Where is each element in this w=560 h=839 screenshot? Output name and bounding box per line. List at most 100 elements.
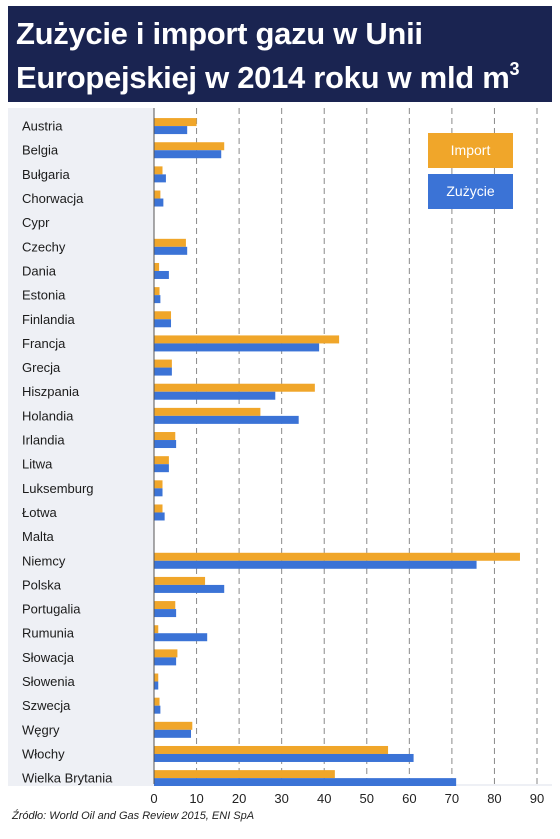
category-label: Wielka Brytania	[22, 771, 113, 786]
category-label: Hiszpania	[22, 384, 80, 399]
bar-import	[154, 407, 261, 416]
bar-import	[154, 311, 172, 320]
category-label: Włochy	[22, 746, 65, 761]
category-label: Grecja	[22, 360, 61, 375]
category-label: Francja	[22, 336, 66, 351]
bar-usage	[154, 753, 414, 762]
bar-import	[154, 118, 197, 127]
category-label: Rumunia	[22, 626, 75, 641]
category-label: Szwecja	[22, 698, 71, 713]
x-tick-label: 50	[359, 791, 374, 806]
category-label: Finlandia	[22, 312, 76, 327]
source-note: Źródło: World Oil and Gas Review 2015, E…	[12, 810, 255, 822]
title-unit-superscript: 3	[509, 58, 520, 79]
category-label: Portugalia	[22, 602, 81, 617]
bar-usage	[154, 512, 165, 521]
bar-import	[154, 649, 178, 658]
category-label: Niemcy	[22, 553, 66, 568]
bar-usage	[154, 657, 177, 666]
bar-usage	[154, 246, 188, 255]
bar-usage	[154, 609, 177, 618]
bar-usage	[154, 778, 457, 786]
bar-usage	[154, 488, 163, 497]
chart-panel: Austria Belgia Bułgaria Chorwacja Cypr Czechy…	[8, 108, 552, 786]
x-tick-label: 10	[189, 791, 204, 806]
legend-usage: Zużycie	[428, 174, 513, 209]
bar-import	[154, 480, 163, 489]
x-tick-label: 0	[150, 791, 158, 806]
x-tick-label: 70	[444, 791, 460, 806]
category-label: Estonia	[22, 288, 66, 303]
bar-import	[154, 335, 340, 344]
bar-import	[154, 142, 225, 151]
bar-import	[154, 745, 389, 754]
category-label: Polska	[22, 577, 62, 592]
bar-import	[154, 190, 161, 199]
title-banner: Zużycie i import gazu w Unii Europejskie…	[8, 6, 552, 102]
bar-usage	[154, 729, 192, 738]
category-label: Irlandia	[22, 433, 65, 448]
title-line-2: Europejskiej w 2014 roku w mld m3	[16, 58, 520, 96]
bar-usage	[154, 367, 172, 376]
bar-usage	[154, 440, 177, 449]
legend-import: Import	[428, 133, 513, 168]
title-line-2-text: Europejskiej w 2014 roku w mld m	[16, 60, 510, 95]
category-label: Holandia	[22, 408, 74, 423]
bar-usage	[154, 126, 188, 135]
x-tick-label: 90	[529, 791, 545, 806]
category-label: Cypr	[22, 215, 50, 230]
bar-import	[154, 504, 163, 513]
bar-import	[154, 383, 315, 392]
category-label: Belgia	[22, 143, 59, 158]
bar-usage	[154, 270, 169, 279]
bar-import	[154, 262, 160, 271]
bar-usage	[154, 150, 222, 159]
bar-import	[154, 625, 159, 634]
x-tick-label: 40	[316, 791, 332, 806]
bar-import	[154, 166, 163, 175]
bar-import	[154, 770, 335, 779]
bar-usage	[154, 391, 276, 400]
bar-import	[154, 697, 160, 706]
x-tick-label: 80	[487, 791, 502, 806]
category-label: Słowenia	[22, 674, 76, 689]
bar-usage	[154, 464, 169, 473]
category-label: Dania	[22, 263, 57, 278]
category-label: Czechy	[22, 239, 66, 254]
bar-import	[154, 576, 206, 585]
bar-usage	[154, 295, 161, 304]
bar-import	[154, 432, 176, 441]
bar-usage	[154, 560, 477, 569]
title-line-1: Zużycie i import gazu w Unii	[16, 16, 423, 51]
bar-import	[154, 552, 520, 561]
category-label: Litwa	[22, 457, 53, 472]
category-label: Węgry	[22, 722, 60, 737]
bar-usage	[154, 198, 164, 207]
bar-import	[154, 673, 159, 682]
category-label: Malta	[22, 529, 55, 544]
bar-import	[154, 287, 160, 296]
bar-usage	[154, 705, 161, 714]
x-tick-label: 20	[231, 791, 247, 806]
plot-area	[154, 108, 552, 784]
bar-import	[154, 359, 172, 368]
bar-usage	[154, 415, 299, 424]
bar-import	[154, 238, 186, 247]
category-label: Chorwacja	[22, 191, 84, 206]
bar-chart: Austria Belgia Bułgaria Chorwacja Cypr Czechy…	[22, 108, 552, 786]
category-label: Bułgaria	[22, 167, 70, 182]
category-label: Łotwa	[22, 505, 57, 520]
bar-usage	[154, 681, 159, 690]
bar-usage	[154, 633, 208, 642]
category-label: Luksemburg	[22, 481, 94, 496]
bar-import	[154, 601, 176, 610]
bar-usage	[154, 584, 225, 593]
bar-import	[154, 456, 169, 465]
bar-usage	[154, 319, 172, 328]
bar-usage	[154, 343, 320, 352]
bar-usage	[154, 174, 166, 183]
category-label: Austria	[22, 119, 63, 134]
category-label: Słowacja	[22, 650, 75, 665]
bar-import	[154, 721, 193, 730]
x-tick-label: 60	[402, 791, 417, 806]
